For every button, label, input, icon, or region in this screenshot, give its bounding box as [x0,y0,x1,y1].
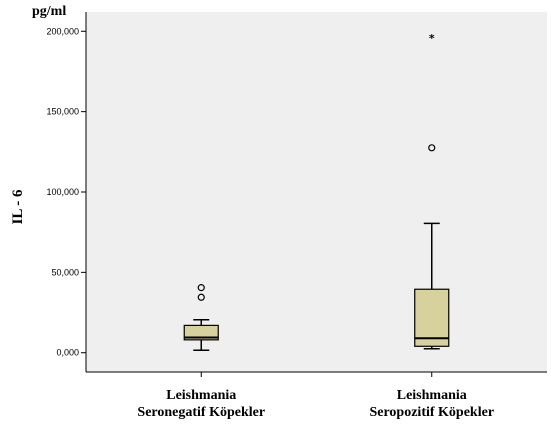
plot-area [86,12,547,372]
y-tick-label: 100,000 [46,187,79,197]
outlier-point [197,284,205,292]
x-category-label-line1: Leishmania [397,388,467,403]
axes: 0,000 50,000 100,000 150,000 200,000 Leishman… [46,12,547,420]
box-iqr [414,288,450,347]
y-tick-label: 200,000 [46,26,79,36]
outlier-point [428,144,436,152]
extreme-point: * [429,32,435,45]
y-tick-label: 0,000 [56,348,79,358]
y-tick-label: 50,000 [51,267,79,277]
outlier-point [197,293,205,301]
box-iqr [183,324,219,341]
y-axis-title: IL - 6 [10,189,26,225]
y-tick-label: 150,000 [46,107,79,117]
y-unit-label: pg/ml [32,4,66,19]
box-series: * [183,32,450,352]
x-category-label-line2: Seropozitif Köpekler [369,405,494,420]
x-category-label-line1: Leishmania [166,388,236,403]
x-category-label-line2: Seronegatif Köpekler [137,405,265,420]
